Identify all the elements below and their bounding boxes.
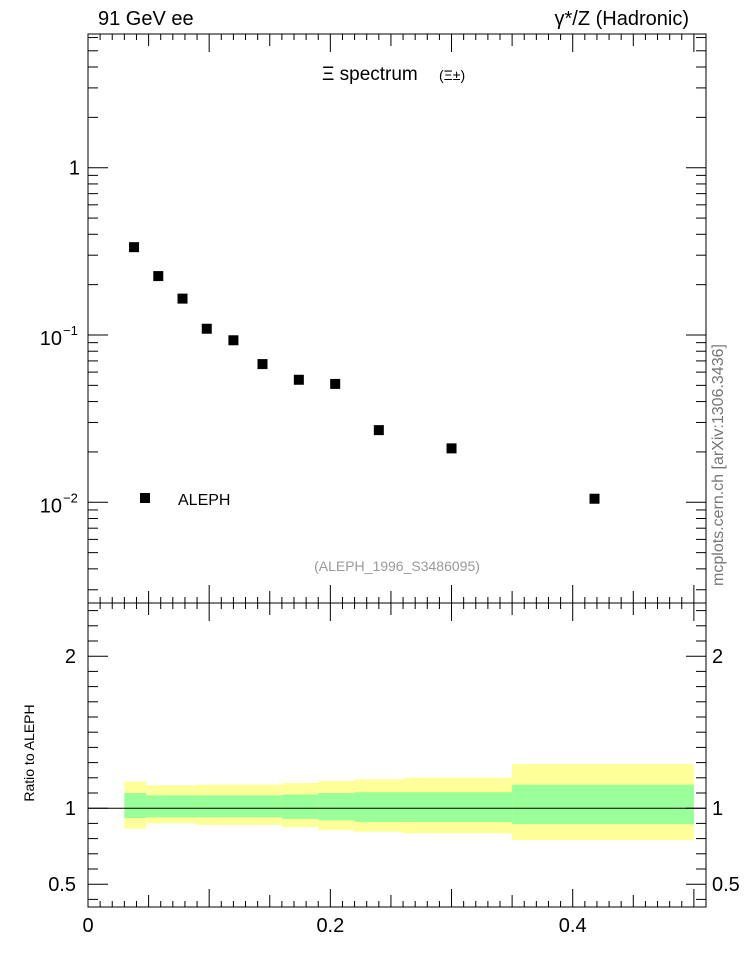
y-tick-label: 10 [40,495,62,517]
y-tick-exponent: −2 [63,490,78,505]
x-tick-label: 0 [82,915,93,937]
plot-frames [87,33,707,908]
main-plot-frame [87,33,707,604]
axis-labels: 110 −110 −22 21 10.5 0.50 0.2 0.4 [40,158,740,937]
axis-ticks [87,34,706,907]
x-tick-label: 0.4 [559,915,587,937]
x-tick-label: 0.2 [316,915,344,937]
header-left-label: 91 GeV ee [98,8,194,30]
ratio-band-inner [318,793,355,821]
y-tick-label: 1 [69,158,80,180]
plot-title: Ξ spectrum [322,64,418,85]
data-point [201,323,212,334]
ratio-band-inner [403,792,513,822]
data-point [257,359,268,370]
side-source-label: mcplots.cern.ch [arXiv:1306.3436] [710,344,727,586]
ratio-plot-frame [87,602,707,908]
ratio-y-tick-label-left: 2 [65,646,76,668]
data-point [228,335,239,346]
data-point [129,242,140,253]
ratio-y-tick-label-right: 1 [712,798,723,820]
y-tick-exponent: −1 [63,323,78,338]
data-point [589,493,600,504]
ratio-y-tick-label-right: 2 [712,646,723,668]
legend-marker [140,493,150,503]
ratio-band-inner [197,795,282,818]
ratio-band-inner [281,794,319,819]
ratio-band-inner [146,795,198,818]
ratio-y-tick-label-left: 0.5 [48,874,76,896]
data-point [446,443,457,454]
ratio-y-axis-label: Ratio to ALEPH [21,704,37,801]
ratio-band-inner [124,793,147,819]
header-right-label: γ*/Z (Hadronic) [554,8,689,30]
data-point [330,378,341,389]
data-point [373,425,384,436]
analysis-watermark: (ALEPH_1996_S3486095) [314,558,480,574]
data-point [177,293,188,304]
ratio-y-tick-label-left: 1 [65,798,76,820]
ratio-band-inner [512,784,694,825]
data-points [129,242,600,504]
y-tick-label: 10 [40,328,62,350]
plot-subtitle: (Ξ±) [439,67,465,83]
ratio-band-inner [354,792,404,822]
legend-label: ALEPH [178,492,230,509]
data-point [293,374,304,385]
data-point [153,271,164,282]
ratio-bands [88,764,706,841]
ratio-y-tick-label-right: 0.5 [712,874,740,896]
